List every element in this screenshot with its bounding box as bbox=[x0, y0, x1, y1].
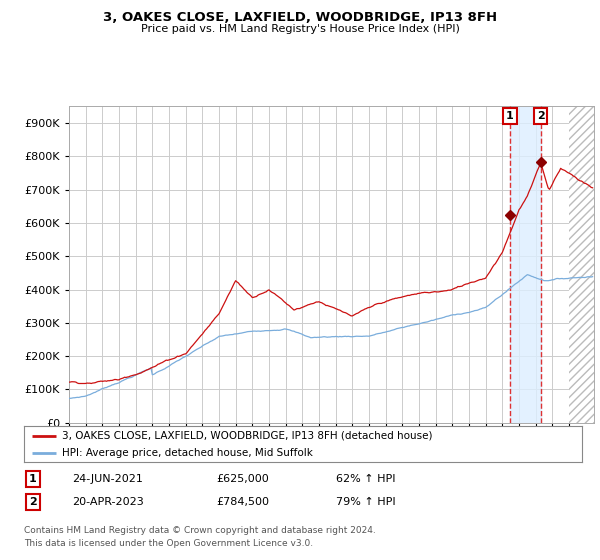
Text: 62% ↑ HPI: 62% ↑ HPI bbox=[336, 474, 395, 484]
Text: 24-JUN-2021: 24-JUN-2021 bbox=[72, 474, 143, 484]
Text: Price paid vs. HM Land Registry's House Price Index (HPI): Price paid vs. HM Land Registry's House … bbox=[140, 24, 460, 34]
Text: 3, OAKES CLOSE, LAXFIELD, WOODBRIDGE, IP13 8FH (detached house): 3, OAKES CLOSE, LAXFIELD, WOODBRIDGE, IP… bbox=[62, 431, 433, 441]
Text: 20-APR-2023: 20-APR-2023 bbox=[72, 497, 144, 507]
Text: 3, OAKES CLOSE, LAXFIELD, WOODBRIDGE, IP13 8FH: 3, OAKES CLOSE, LAXFIELD, WOODBRIDGE, IP… bbox=[103, 11, 497, 24]
Bar bbox=[510, 106, 541, 423]
Bar bbox=[569, 103, 600, 423]
Text: £625,000: £625,000 bbox=[216, 474, 269, 484]
Text: 2: 2 bbox=[537, 111, 545, 121]
Text: HPI: Average price, detached house, Mid Suffolk: HPI: Average price, detached house, Mid … bbox=[62, 448, 313, 458]
Text: 2: 2 bbox=[29, 497, 37, 507]
Text: 1: 1 bbox=[29, 474, 37, 484]
Text: 79% ↑ HPI: 79% ↑ HPI bbox=[336, 497, 395, 507]
Text: 1: 1 bbox=[506, 111, 514, 121]
Text: Contains HM Land Registry data © Crown copyright and database right 2024.
This d: Contains HM Land Registry data © Crown c… bbox=[24, 526, 376, 548]
Text: £784,500: £784,500 bbox=[216, 497, 269, 507]
